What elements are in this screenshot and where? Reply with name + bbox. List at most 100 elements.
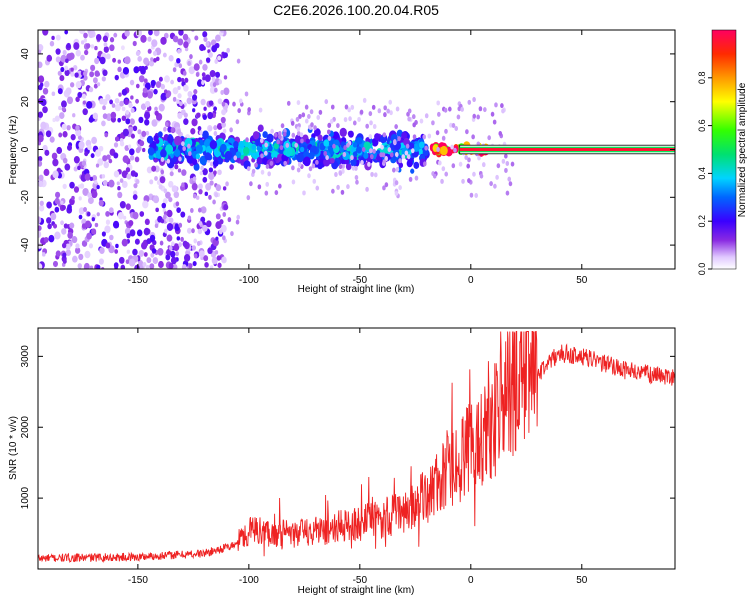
heatmap-cell [295, 116, 300, 122]
heatmap-cell [149, 263, 155, 269]
x-tick-label: 0 [468, 575, 474, 586]
heatmap-cell [86, 100, 93, 109]
heatmap-cell [371, 104, 376, 110]
heatmap-cell [90, 44, 95, 49]
y-tick-label: 40 [20, 48, 31, 60]
heatmap-cell [138, 250, 145, 257]
snr-x-axis-label: Height of straight line (km) [298, 585, 415, 596]
heatmap-cell [380, 144, 384, 150]
heatmap-cell [118, 256, 125, 264]
heatmap-cell [372, 148, 376, 154]
heatmap-cell [392, 167, 396, 173]
heatmap-cell [122, 215, 127, 220]
heatmap-cell [109, 99, 114, 105]
heatmap-cell [64, 30, 69, 35]
heatmap-cell [296, 126, 301, 132]
heatmap-cell [198, 188, 203, 195]
heatmap-cell [209, 161, 214, 167]
heatmap-cell [217, 98, 223, 105]
heatmap-cell [291, 165, 295, 171]
heatmap-cell [46, 217, 52, 224]
heatmap-cell [137, 55, 143, 62]
heatmap-cell [142, 200, 149, 209]
heatmap-cell [151, 39, 158, 48]
heatmap-cell [62, 252, 67, 258]
heatmap-cell [354, 175, 359, 181]
colorbar-tick-label: 0.6 [697, 119, 707, 132]
heatmap-cell [172, 87, 179, 95]
heatmap-cell [75, 129, 82, 137]
heatmap-cell [299, 146, 305, 153]
heatmap-cell [208, 52, 213, 58]
heatmap-cell [493, 183, 497, 189]
heatmap-cell [65, 249, 72, 256]
heatmap-cell [82, 108, 88, 116]
heatmap-cell [69, 181, 75, 189]
heatmap-cell [300, 138, 304, 144]
heatmap-cell [374, 133, 381, 141]
heatmap-cell [165, 254, 171, 261]
heatmap-cell [114, 97, 120, 104]
heatmap-cell [152, 239, 157, 246]
heatmap-cell [110, 111, 117, 119]
heatmap-cell [146, 238, 152, 245]
heatmap-cell [350, 155, 354, 161]
heatmap-cell [96, 82, 101, 87]
heatmap-cell [454, 126, 459, 132]
heatmap-cell [61, 204, 66, 211]
heatmap-cell [245, 137, 249, 143]
heatmap-cell [102, 180, 108, 186]
heatmap-cell [154, 106, 158, 112]
heatmap-cell [172, 67, 177, 73]
y-tick-label: 2000 [20, 416, 31, 439]
heatmap-cell [121, 180, 128, 188]
heatmap-cell [372, 124, 377, 130]
heatmap-cell [147, 48, 152, 54]
heatmap-cell [96, 264, 101, 269]
heatmap-cell [102, 35, 109, 43]
heatmap-cell [82, 100, 86, 105]
heatmap-cell [117, 117, 122, 123]
heatmap-cell [38, 49, 42, 55]
heatmap-cell [91, 190, 98, 199]
heatmap-cell [247, 107, 251, 113]
heatmap-cell [193, 253, 198, 259]
heatmap-cell [136, 229, 143, 237]
heatmap-cell [165, 191, 171, 199]
heatmap-cell [142, 147, 146, 153]
heatmap-cell [82, 188, 89, 196]
heatmap-cell [51, 35, 55, 41]
heatmap-cell [262, 131, 268, 138]
heatmap-cell [264, 190, 269, 196]
heatmap-cell [501, 108, 505, 114]
heatmap-cell [182, 146, 186, 152]
heatmap-cell [38, 61, 43, 69]
heatmap-cell [38, 230, 42, 238]
heatmap-cell [156, 180, 161, 185]
heatmap-cell [193, 163, 200, 171]
heatmap-cell [302, 190, 306, 196]
heatmap-cell [401, 154, 406, 160]
heatmap-cell [67, 204, 72, 211]
heatmap-cell [407, 116, 411, 122]
heatmap-cell [436, 147, 440, 153]
heatmap-cell [124, 227, 131, 236]
heatmap-cell [440, 178, 444, 184]
heatmap-cell [71, 236, 78, 244]
heatmap-cell [505, 160, 510, 166]
heatmap-cell [116, 181, 120, 186]
heatmap-cell [64, 65, 69, 71]
heatmap-cell [377, 108, 382, 114]
heatmap-cell [424, 113, 429, 119]
colorbar-gradient [711, 29, 737, 270]
heatmap-cell [141, 130, 147, 137]
heatmap-cell [163, 188, 168, 194]
heatmap-cell [88, 243, 94, 249]
heatmap-cell [412, 122, 416, 128]
heatmap-cell [316, 114, 321, 120]
heatmap-cell [370, 171, 374, 177]
heatmap-cell [394, 124, 398, 130]
heatmap-cell [125, 109, 130, 115]
heatmap-cell [88, 31, 94, 39]
heatmap-cell [265, 181, 270, 187]
